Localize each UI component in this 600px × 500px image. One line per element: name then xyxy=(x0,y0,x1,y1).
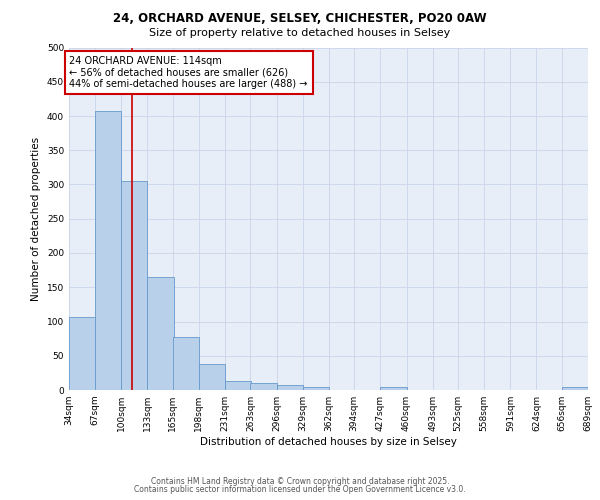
Bar xyxy=(69,316,95,390)
Text: Contains HM Land Registry data © Crown copyright and database right 2025.: Contains HM Land Registry data © Crown c… xyxy=(151,477,449,486)
Bar xyxy=(303,386,329,390)
Y-axis label: Number of detached properties: Number of detached properties xyxy=(31,136,41,301)
Bar xyxy=(199,364,225,390)
Bar xyxy=(121,181,148,390)
Bar xyxy=(148,277,173,390)
Text: 24, ORCHARD AVENUE, SELSEY, CHICHESTER, PO20 0AW: 24, ORCHARD AVENUE, SELSEY, CHICHESTER, … xyxy=(113,12,487,26)
Bar xyxy=(562,386,588,390)
Text: Size of property relative to detached houses in Selsey: Size of property relative to detached ho… xyxy=(149,28,451,38)
Bar xyxy=(173,336,199,390)
Text: 24 ORCHARD AVENUE: 114sqm
← 56% of detached houses are smaller (626)
44% of semi: 24 ORCHARD AVENUE: 114sqm ← 56% of detac… xyxy=(70,56,308,89)
Bar xyxy=(225,381,251,390)
Bar xyxy=(95,111,121,390)
Text: Contains public sector information licensed under the Open Government Licence v3: Contains public sector information licen… xyxy=(134,485,466,494)
Bar xyxy=(250,383,277,390)
Bar xyxy=(277,385,303,390)
Bar xyxy=(380,386,407,390)
X-axis label: Distribution of detached houses by size in Selsey: Distribution of detached houses by size … xyxy=(200,437,457,447)
